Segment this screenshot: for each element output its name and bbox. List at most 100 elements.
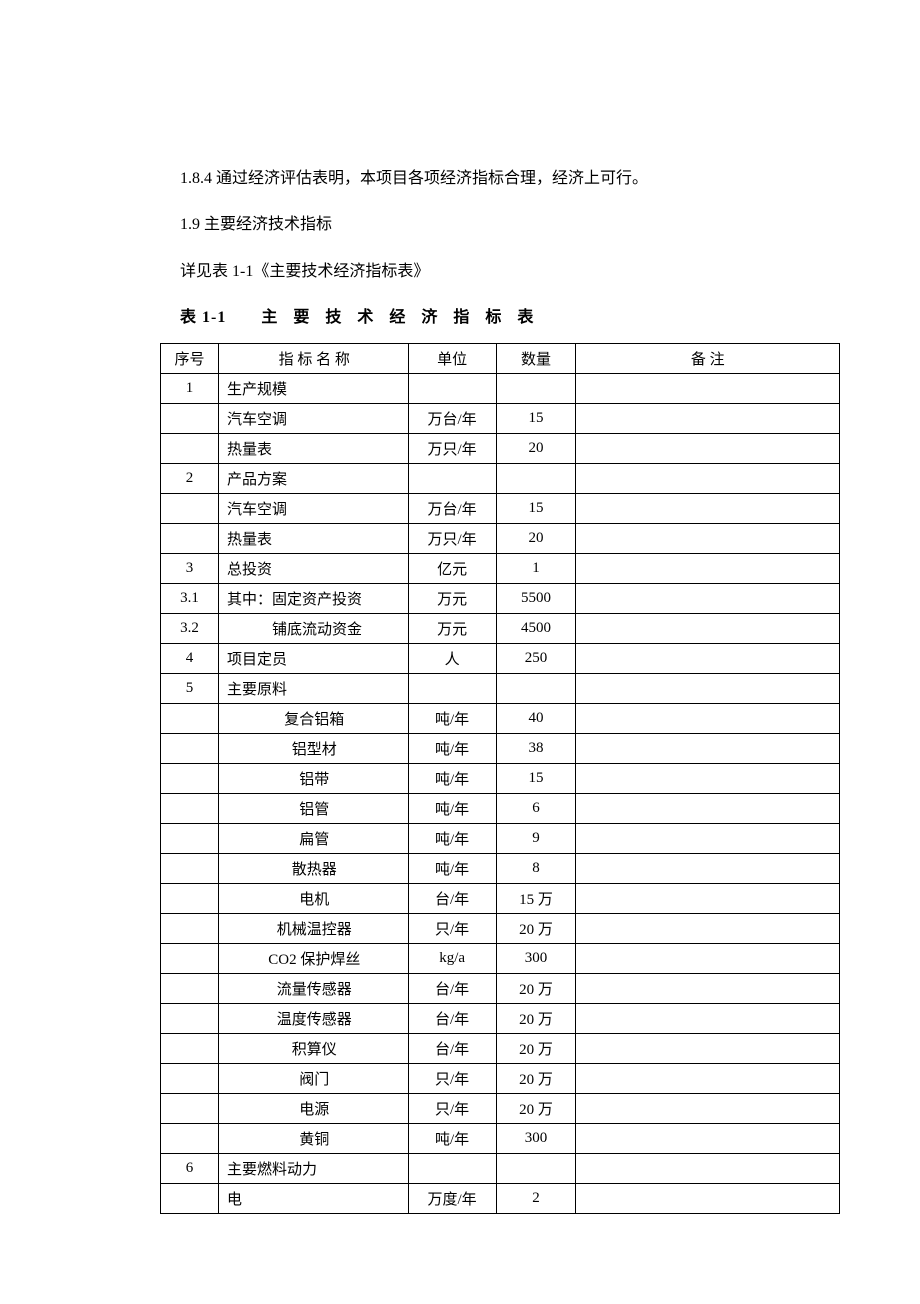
paragraph-3: 详见表 1-1《主要技术经济指标表》 <box>100 253 820 291</box>
cell-name: 铝型材 <box>218 734 408 764</box>
cell-seq: 3.2 <box>161 614 219 644</box>
cell-seq <box>161 1004 219 1034</box>
cell-name: 主要燃料动力 <box>218 1154 408 1184</box>
cell-qty: 20 万 <box>496 1004 576 1034</box>
table-caption-num: 表 1-1 <box>180 309 226 326</box>
table-row: 电源只/年20 万 <box>161 1094 840 1124</box>
cell-remark <box>576 404 840 434</box>
cell-seq <box>161 1064 219 1094</box>
header-unit: 单位 <box>408 344 496 374</box>
cell-seq <box>161 764 219 794</box>
cell-unit: 万只/年 <box>408 524 496 554</box>
cell-remark <box>576 524 840 554</box>
cell-qty: 15 万 <box>496 884 576 914</box>
cell-name: 扁管 <box>218 824 408 854</box>
table-row: 电机台/年15 万 <box>161 884 840 914</box>
cell-unit: 台/年 <box>408 974 496 1004</box>
cell-name: 汽车空调 <box>218 404 408 434</box>
cell-unit <box>408 1154 496 1184</box>
cell-remark <box>576 1094 840 1124</box>
cell-remark <box>576 704 840 734</box>
cell-seq <box>161 494 219 524</box>
cell-seq <box>161 914 219 944</box>
cell-unit: 亿元 <box>408 554 496 584</box>
cell-seq: 6 <box>161 1154 219 1184</box>
cell-unit: 万台/年 <box>408 494 496 524</box>
cell-unit: 吨/年 <box>408 824 496 854</box>
cell-remark <box>576 644 840 674</box>
cell-seq: 5 <box>161 674 219 704</box>
cell-unit: 只/年 <box>408 1094 496 1124</box>
cell-unit: 吨/年 <box>408 734 496 764</box>
header-qty: 数量 <box>496 344 576 374</box>
table-row: 6主要燃料动力 <box>161 1154 840 1184</box>
cell-qty: 8 <box>496 854 576 884</box>
paragraph-1: 1.8.4 通过经济评估表明，本项目各项经济指标合理，经济上可行。 <box>100 160 820 198</box>
cell-qty: 2 <box>496 1184 576 1214</box>
cell-seq: 2 <box>161 464 219 494</box>
cell-name: 阀门 <box>218 1064 408 1094</box>
cell-unit: kg/a <box>408 944 496 974</box>
cell-unit: 万元 <box>408 614 496 644</box>
cell-remark <box>576 1124 840 1154</box>
table-row: 热量表万只/年20 <box>161 434 840 464</box>
header-name: 指 标 名 称 <box>218 344 408 374</box>
cell-qty: 20 万 <box>496 914 576 944</box>
cell-unit: 吨/年 <box>408 764 496 794</box>
cell-qty: 38 <box>496 734 576 764</box>
table-row: 铝带吨/年15 <box>161 764 840 794</box>
cell-seq <box>161 524 219 554</box>
cell-unit: 人 <box>408 644 496 674</box>
cell-unit: 只/年 <box>408 1064 496 1094</box>
table-row: 黄铜吨/年300 <box>161 1124 840 1154</box>
cell-name: 主要原料 <box>218 674 408 704</box>
cell-seq <box>161 1124 219 1154</box>
cell-remark <box>576 554 840 584</box>
table-row: 4项目定员人250 <box>161 644 840 674</box>
cell-seq <box>161 434 219 464</box>
cell-unit: 吨/年 <box>408 1124 496 1154</box>
table-row: 5主要原料 <box>161 674 840 704</box>
cell-qty <box>496 674 576 704</box>
cell-name: 电机 <box>218 884 408 914</box>
cell-name: CO2 保护焊丝 <box>218 944 408 974</box>
table-row: 扁管吨/年9 <box>161 824 840 854</box>
cell-unit: 万台/年 <box>408 404 496 434</box>
cell-qty: 40 <box>496 704 576 734</box>
cell-qty: 6 <box>496 794 576 824</box>
cell-seq <box>161 1094 219 1124</box>
cell-unit: 万只/年 <box>408 434 496 464</box>
cell-name: 热量表 <box>218 524 408 554</box>
cell-unit: 台/年 <box>408 1004 496 1034</box>
cell-remark <box>576 764 840 794</box>
cell-qty: 20 万 <box>496 1094 576 1124</box>
cell-seq <box>161 404 219 434</box>
table-row: 2产品方案 <box>161 464 840 494</box>
cell-unit <box>408 674 496 704</box>
cell-qty: 20 <box>496 524 576 554</box>
cell-unit: 吨/年 <box>408 854 496 884</box>
table-row: 热量表万只/年20 <box>161 524 840 554</box>
header-remark: 备 注 <box>576 344 840 374</box>
table-row: 阀门只/年20 万 <box>161 1064 840 1094</box>
cell-remark <box>576 1064 840 1094</box>
cell-qty: 300 <box>496 1124 576 1154</box>
cell-qty: 15 <box>496 404 576 434</box>
cell-seq: 1 <box>161 374 219 404</box>
table-row: 温度传感器台/年20 万 <box>161 1004 840 1034</box>
cell-qty: 15 <box>496 494 576 524</box>
cell-seq: 3.1 <box>161 584 219 614</box>
cell-seq <box>161 824 219 854</box>
cell-unit <box>408 374 496 404</box>
table-row: 流量传感器台/年20 万 <box>161 974 840 1004</box>
cell-qty <box>496 1154 576 1184</box>
cell-qty: 1 <box>496 554 576 584</box>
cell-remark <box>576 1004 840 1034</box>
paragraph-2: 1.9 主要经济技术指标 <box>100 206 820 244</box>
cell-remark <box>576 794 840 824</box>
table-row: 汽车空调万台/年15 <box>161 494 840 524</box>
table-row: 铝型材吨/年38 <box>161 734 840 764</box>
cell-seq <box>161 944 219 974</box>
cell-remark <box>576 1184 840 1214</box>
table-row: 3.1其中：固定资产投资万元5500 <box>161 584 840 614</box>
